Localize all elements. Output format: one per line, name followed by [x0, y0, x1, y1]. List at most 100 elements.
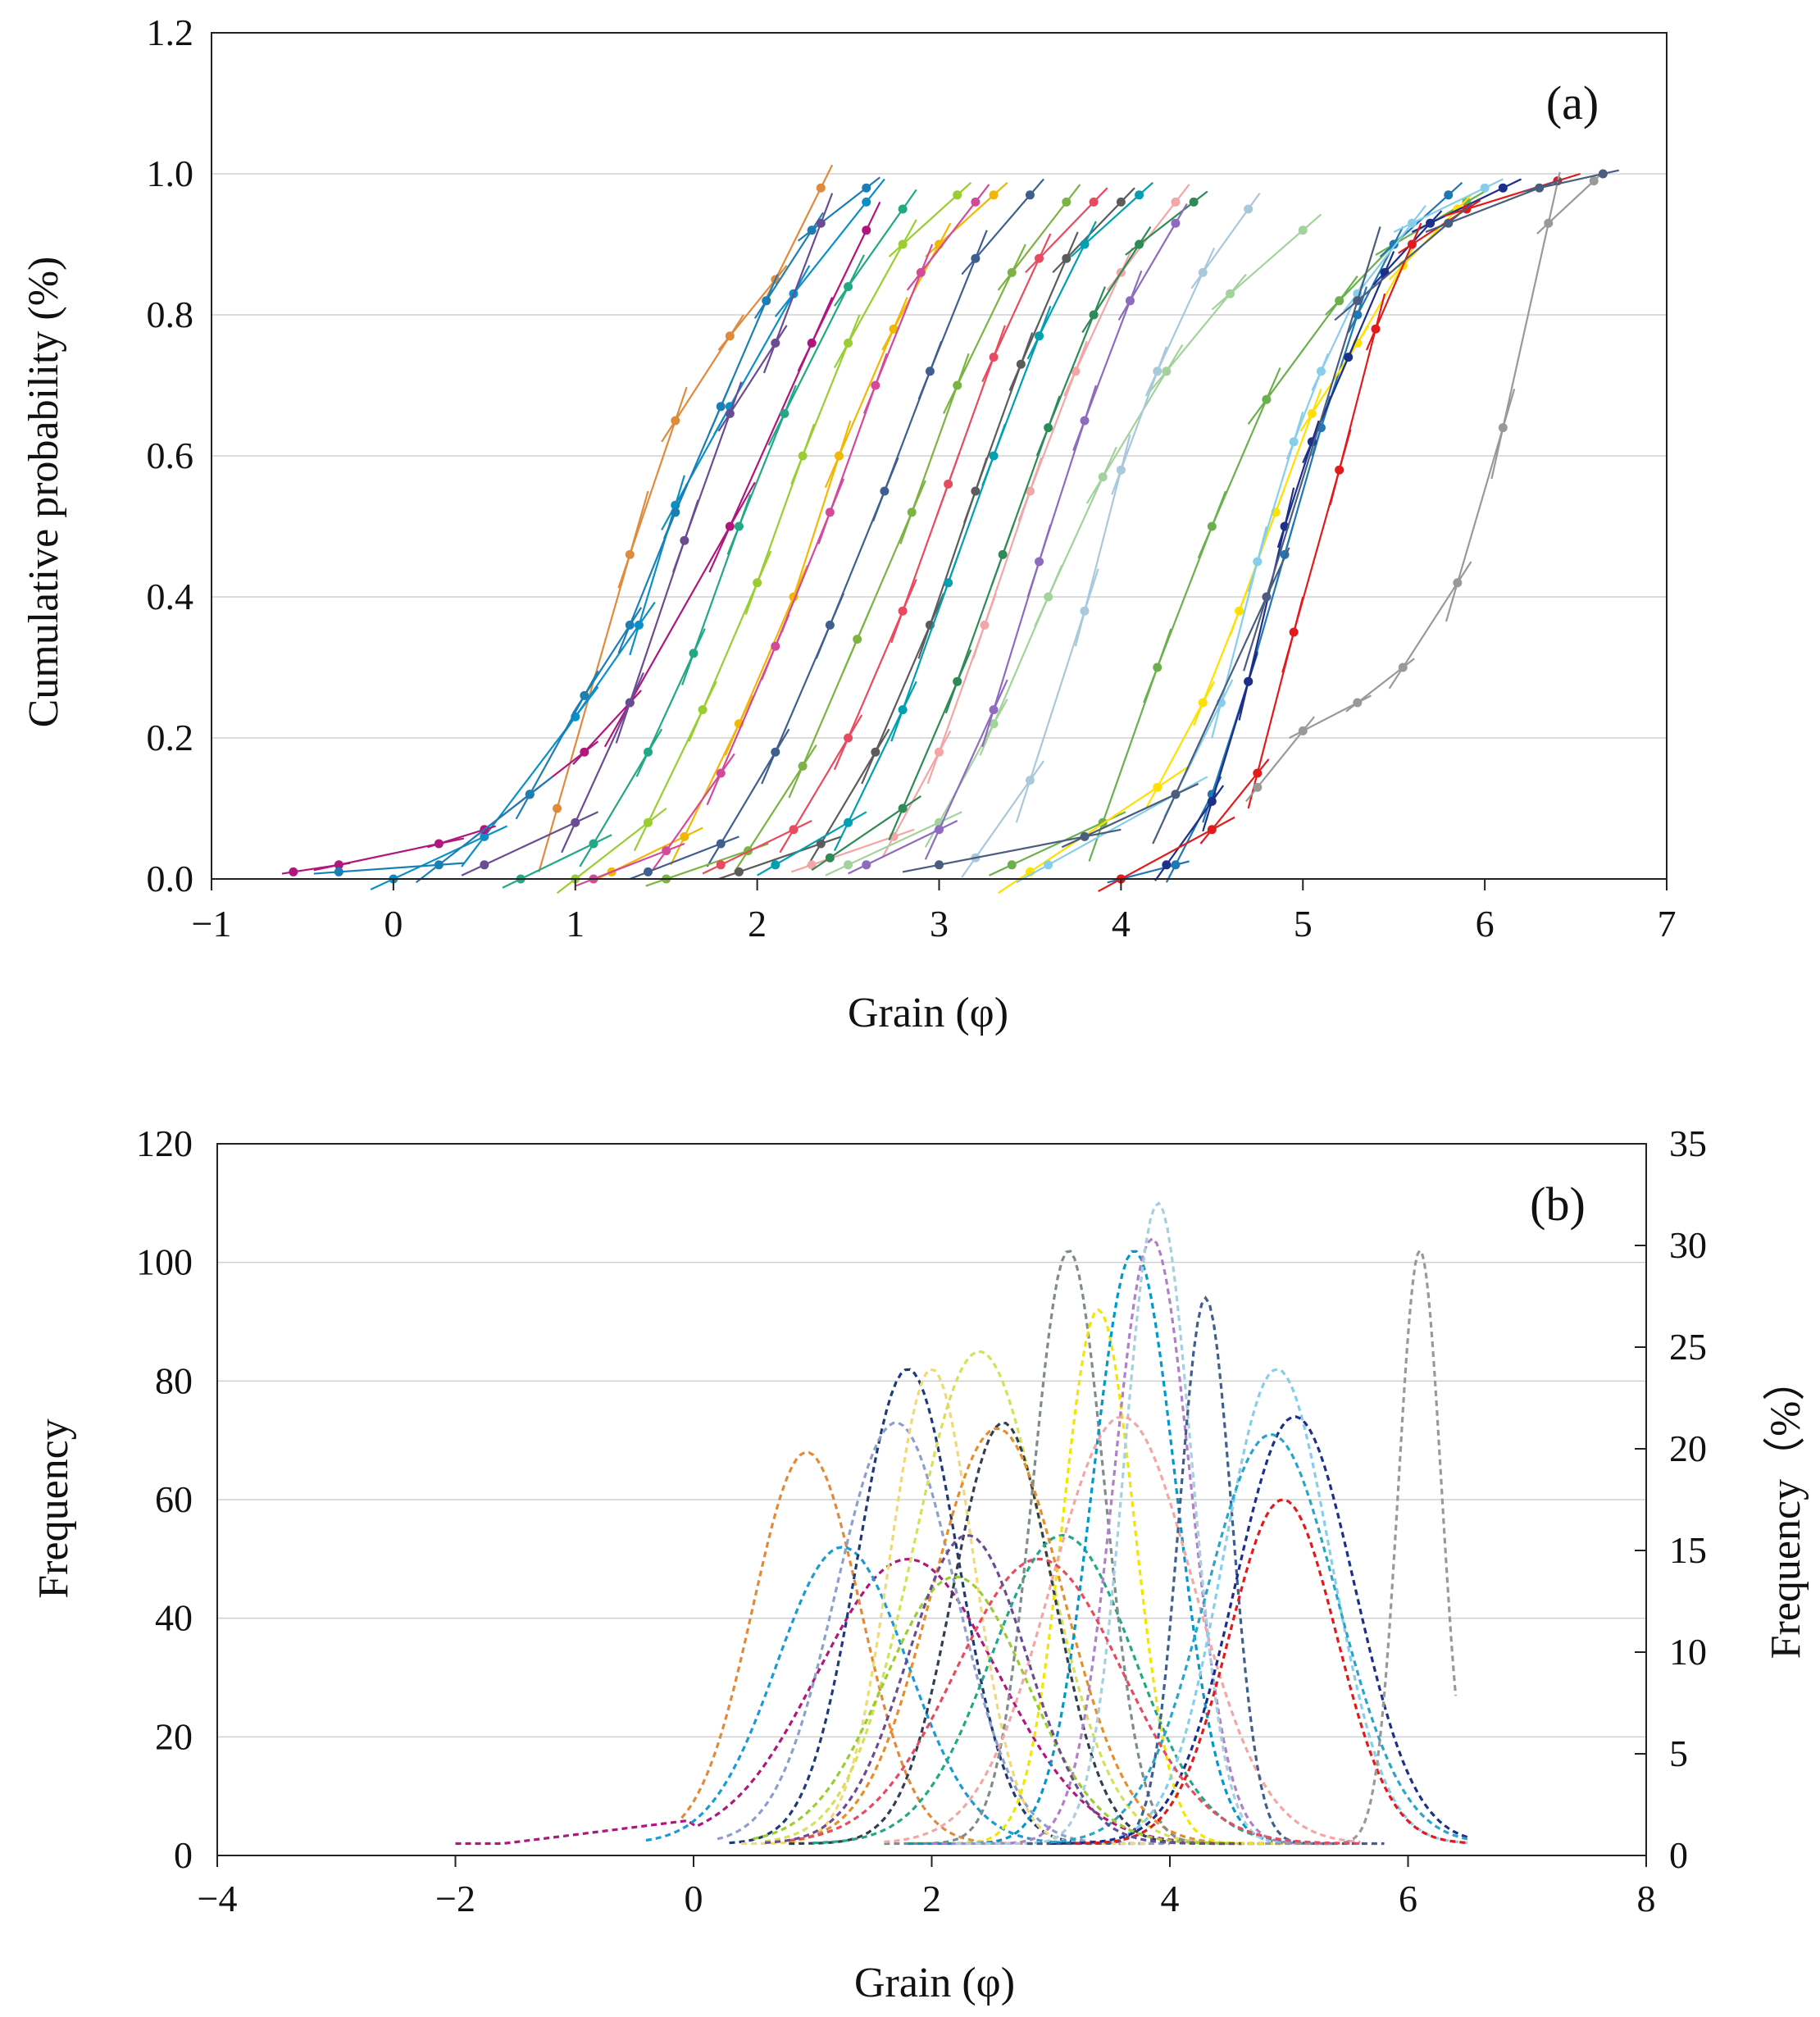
panel-a-data-point [807, 338, 817, 348]
panel-a-data-point [1098, 472, 1108, 482]
panel-a-series [718, 187, 1135, 881]
panel-b-x-tick-label: 2 [922, 1878, 941, 1919]
panel-b-right-y-axis-label: Frequency（%） [1763, 1359, 1809, 1660]
panel-a-data-point [1207, 825, 1217, 835]
panel-b-right-y-tick-label: 10 [1669, 1631, 1707, 1673]
panel-a-data-point [1253, 768, 1263, 778]
panel-a-data-point [625, 698, 635, 708]
panel-a-data-point [1298, 225, 1308, 235]
panel-a-x-ticks: −1 0 1 2 3 4 5 6 7 [192, 879, 1677, 945]
panel-a-series [538, 164, 834, 872]
panel-b-x-tick-label: 6 [1399, 1878, 1417, 1919]
panel-a-data-point [1262, 592, 1272, 602]
panel-a-fit-line [1490, 171, 1561, 480]
panel-a-data-point [1153, 367, 1163, 376]
panel-b-frequency-curve [1050, 1433, 1468, 1844]
panel-a-data-point [553, 804, 562, 813]
panel-a-data-point [907, 508, 917, 517]
panel-a-data-point [816, 183, 826, 193]
panel-a-data-point [725, 408, 735, 418]
panel-b-label: (b) [1530, 1177, 1586, 1231]
panel-b-right-y-tick-label: 5 [1669, 1732, 1688, 1774]
panel-a-data-point [1171, 218, 1181, 228]
panel-a-data-point [634, 620, 644, 630]
panel-a-data-point [625, 549, 635, 559]
panel-a-data-point [1080, 831, 1090, 841]
panel-a-data-point [1307, 408, 1317, 418]
panel-a-data-point [953, 380, 962, 390]
panel-a-data-point [1353, 698, 1363, 708]
panel-a-data-point [1044, 423, 1053, 433]
panel-a-data-point [1025, 190, 1035, 200]
panel-a-data-point [334, 860, 344, 870]
panel-a-data-point [1080, 606, 1090, 616]
panel-a-series [629, 178, 1044, 881]
panel-a-data-point [1089, 310, 1099, 320]
panel-a-data-point [1544, 218, 1554, 228]
panel-a-data-point [807, 225, 817, 235]
panel-a-data-point [671, 416, 680, 426]
panel-a-data-point [989, 353, 999, 362]
panel-a-data-point [871, 380, 880, 390]
panel-b-frequency-curve [788, 1557, 1361, 1845]
panel-a-data-point [753, 578, 762, 588]
panel-b-gridlines [217, 1261, 1646, 1738]
panel-b-right-y-tick-label: 0 [1669, 1834, 1688, 1876]
panel-a-x-tick-label: 6 [1476, 903, 1495, 945]
panel-b-frequency-curve [1050, 1368, 1468, 1846]
panel-a-series [313, 176, 881, 884]
panel-a-data-point [589, 839, 598, 849]
panel-a-data-point [1062, 253, 1072, 263]
panel-a-data-point [1044, 860, 1053, 870]
panel-a-data-point [1407, 239, 1417, 249]
panel-a-y-tick-label: 1.0 [147, 153, 194, 194]
panel-a-data-point [762, 296, 771, 306]
panel-a-data-point [525, 790, 535, 799]
panel-b-x-tick-label: −2 [435, 1878, 475, 1919]
panel-b-frequency-curve [788, 1427, 1266, 1845]
panel-a-data-point [971, 486, 981, 496]
panel-b-frequency-chart: −4 −2 0 2 4 6 8 0 20 40 60 80 100 120 0 5 10 15 20 25 30 35… [30, 1122, 1809, 2006]
panel-b-y-tick-label: 20 [155, 1715, 193, 1757]
panel-b-right-y-tick-label: 15 [1669, 1529, 1707, 1571]
panel-a-data-point [1398, 662, 1408, 672]
panel-a-data-point [825, 620, 835, 630]
panel-a-series [502, 189, 917, 889]
panel-a-data-point [1080, 239, 1090, 249]
panel-b-frequency-curve [729, 1368, 1146, 1846]
panel-a-y-axis-label: Cumulative probability (%) [20, 257, 67, 728]
panel-a-data-point [1153, 782, 1163, 792]
panel-a-data-point [989, 705, 999, 715]
panel-a-data-point [1453, 578, 1463, 588]
panel-b-series-group [455, 1201, 1468, 1846]
panel-a-data-point [580, 747, 589, 757]
panel-a-x-tick-label: 5 [1294, 903, 1313, 945]
panel-a-series [1245, 169, 1606, 803]
panel-a-data-point [1498, 183, 1508, 193]
panel-a-data-point [944, 479, 953, 489]
panel-a-data-point [971, 253, 981, 263]
panel-a-data-point [1198, 698, 1208, 708]
panel-a-data-point [1116, 465, 1126, 475]
panel-a-series [848, 203, 1188, 875]
panel-a-data-point [716, 860, 726, 870]
panel-a-data-point [780, 408, 789, 418]
panel-a-series [645, 184, 1081, 887]
panel-a-data-point [480, 831, 489, 841]
panel-a-data-point [1353, 310, 1363, 320]
panel-a-data-point [935, 860, 944, 870]
panel-a-data-point [844, 733, 853, 743]
panel-a-data-point [1589, 176, 1599, 186]
panel-b-frequency-curve [955, 1201, 1337, 1846]
panel-a-data-point [1016, 359, 1026, 369]
panel-a-data-point [1498, 423, 1508, 433]
panel-a-fit-line [1243, 226, 1381, 672]
panel-b-frequency-curve [753, 1575, 1230, 1845]
panel-b-frequency-curve [884, 1250, 1266, 1846]
panel-a-data-point [1035, 557, 1044, 567]
panel-a-data-point [844, 282, 853, 292]
panel-a-data-point [1162, 860, 1172, 870]
panel-a-data-point [1007, 860, 1017, 870]
panel-a-data-point [716, 839, 726, 849]
